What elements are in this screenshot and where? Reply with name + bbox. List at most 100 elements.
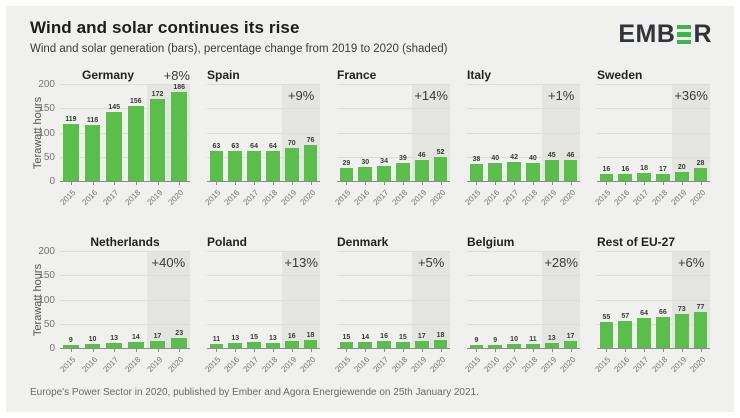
bar-2018 — [266, 150, 280, 182]
x-axis-line — [597, 348, 710, 349]
grid-line — [337, 275, 450, 277]
plot-area: 119 118 145 156 172 186 — [60, 84, 190, 182]
bar-2019 — [544, 160, 559, 182]
y-tick-label: 50 — [43, 151, 55, 163]
x-slot: 2015 — [334, 182, 356, 212]
bar-slot-2016: 14 — [356, 252, 375, 349]
x-tick-label: 2019 — [144, 188, 164, 207]
x-slot: 2015 — [58, 182, 82, 212]
x-slot: 2015 — [58, 349, 82, 379]
x-tick-mark — [114, 182, 116, 185]
x-tick-mark — [644, 349, 646, 352]
x-slot: 2015 — [464, 349, 486, 379]
plot-row: +36% 16 16 18 17 20 28 — [597, 84, 710, 182]
plot-row: +14% 29 30 34 39 46 52 — [337, 84, 450, 182]
bar-2016 — [358, 167, 373, 182]
y-tick-label: 200 — [38, 246, 55, 257]
bar-slot-2020: 17 — [561, 252, 580, 349]
x-tick-mark — [135, 182, 137, 185]
bar-value-label: 156 — [130, 98, 142, 106]
plot-row: +1% 38 40 42 40 45 46 — [467, 84, 580, 182]
bar-2016 — [488, 344, 503, 349]
page-title: Wind and solar continues its rise — [30, 18, 300, 37]
bar-value-label: 9 — [474, 336, 479, 344]
panel-title: Spain — [207, 68, 240, 82]
x-tick-label: 2020 — [427, 188, 447, 207]
x-tick-mark — [662, 182, 664, 185]
grid-line — [467, 251, 580, 252]
bar-slot-2019: 172 — [147, 85, 169, 182]
bar-slot-2020: 77 — [691, 252, 710, 349]
x-tick-mark — [532, 182, 534, 185]
bar-value-label: 17 — [153, 332, 162, 340]
x-tick-mark — [179, 182, 181, 185]
x-tick-label: 2016 — [482, 188, 502, 207]
x-tick-label: 2019 — [279, 188, 299, 207]
x-tick-label: 2017 — [371, 355, 391, 374]
x-tick-label: 2016 — [612, 355, 632, 374]
bar-2015 — [339, 341, 354, 349]
x-tick-mark — [495, 182, 497, 185]
grid-line — [60, 156, 190, 158]
x-tick-mark — [346, 349, 348, 352]
x-tick-mark — [157, 182, 159, 185]
bar-value-label: 23 — [175, 329, 184, 337]
x-tick-label: 2015 — [203, 188, 223, 207]
bar-value-label: 11 — [529, 335, 537, 343]
y-tick-label: 150 — [38, 103, 55, 115]
x-tick-mark — [606, 182, 608, 185]
x-slot: 2020 — [297, 182, 320, 212]
bar-2015 — [209, 151, 224, 182]
x-tick-label: 2018 — [650, 188, 670, 207]
x-slot: 2020 — [166, 182, 190, 212]
bar-slot-2020: 46 — [561, 85, 580, 182]
bar-slot-2015: 38 — [467, 85, 486, 182]
panel-head: Germany +8% — [60, 68, 190, 85]
panel-head: Netherlands — [60, 235, 190, 252]
bar-slot-2018: 14 — [125, 252, 147, 349]
plot-area: +13% 11 13 15 13 16 18 — [207, 251, 320, 349]
x-tick-mark — [114, 349, 116, 352]
chart-row-top: Germany +8% Terawatt hours 0 50 100 150 200 119 1… — [30, 68, 734, 212]
bar-slot-2015: 55 — [597, 252, 616, 349]
x-slot: 2019 — [669, 182, 691, 212]
x-tick-label: 2020 — [166, 188, 186, 207]
bar-2019 — [149, 98, 166, 182]
x-tick-mark — [681, 182, 683, 185]
x-tick-mark — [346, 182, 348, 185]
logo-text-prefix: EMB — [618, 20, 676, 48]
panel-head: Sweden — [597, 68, 710, 85]
y-axis: Terawatt hours 0 50 100 150 200 — [30, 247, 60, 354]
x-tick-label: 2020 — [297, 188, 317, 207]
x-axis-line — [337, 348, 450, 349]
bar-2016 — [488, 162, 503, 182]
x-tick-mark — [402, 182, 404, 185]
grid-line — [337, 132, 450, 134]
x-tick-mark — [476, 349, 478, 352]
bar-2017 — [637, 173, 651, 182]
grid-line — [207, 84, 320, 85]
x-tick-mark — [310, 182, 312, 185]
bar-slot-2016: 30 — [356, 85, 375, 182]
y-tick-label: 100 — [38, 127, 55, 139]
x-slot: 2020 — [688, 182, 710, 212]
header: Wind and solar continues its rise Wind a… — [6, 6, 734, 55]
bar-slot-2015: 11 — [207, 252, 226, 349]
x-tick-mark — [551, 349, 553, 352]
bar-slot-2017: 16 — [375, 252, 394, 349]
x-axis-line — [60, 348, 190, 349]
x-tick-mark — [384, 182, 386, 185]
bar-slot-2019: 73 — [672, 252, 691, 349]
x-tick-label: 2018 — [260, 355, 280, 374]
chart-panel-italy: Italy +1% 38 40 42 40 45 46 2015 2016 2017 2018 2019… — [464, 68, 580, 212]
x-tick-mark — [662, 349, 664, 352]
chart-canvas: Wind and solar continues its rise Wind a… — [6, 6, 734, 412]
bar-value-label: 9 — [68, 336, 73, 344]
x-tick-mark — [92, 182, 94, 185]
bar-group: 9 9 10 11 13 17 — [467, 252, 580, 349]
x-tick-mark — [532, 349, 534, 352]
bar-2017 — [106, 111, 122, 182]
grid-line — [597, 84, 710, 85]
panel-title: Rest of EU-27 — [597, 235, 676, 249]
x-tick-label: 2020 — [557, 188, 577, 207]
